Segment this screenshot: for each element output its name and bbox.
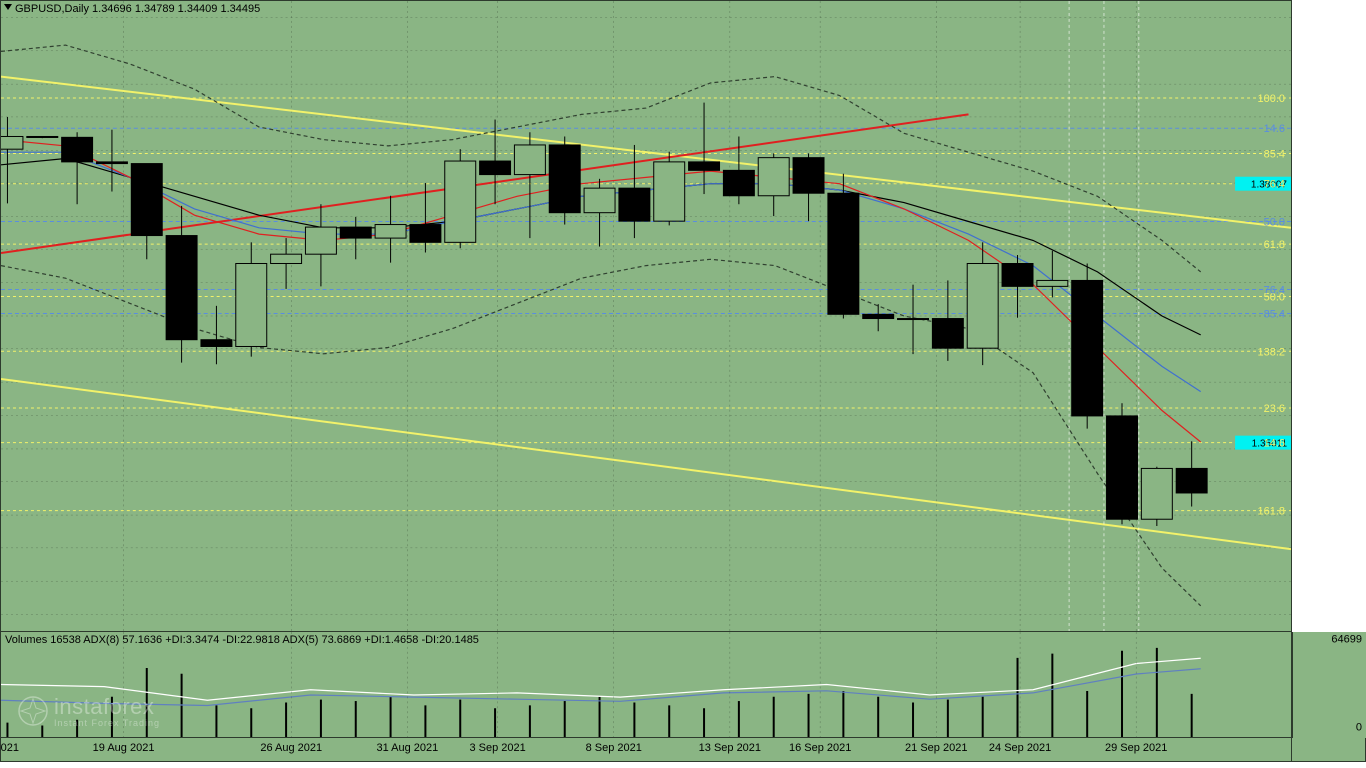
watermark: instaforex Instant Forex Trading <box>18 694 160 728</box>
main-chart-panel[interactable]: 1.380071.35011100.085.476.461.850.0138.2… <box>0 0 1292 632</box>
watermark-logo-icon <box>18 696 48 726</box>
svg-text:14.6: 14.6 <box>1264 123 1285 135</box>
chart-menu-dropdown-icon[interactable] <box>4 4 12 10</box>
date-tick-label: 29 Sep 2021 <box>1105 742 1167 754</box>
svg-text:100.0: 100.0 <box>1258 93 1285 105</box>
date-tick-label: 8 Sep 2021 <box>586 742 642 754</box>
date-tick-label: 3 Sep 2021 <box>470 742 526 754</box>
watermark-subtext: Instant Forex Trading <box>54 718 160 728</box>
date-tick-label: 13 Sep 2021 <box>699 742 761 754</box>
svg-text:61.8: 61.8 <box>1264 239 1285 251</box>
volume-axis: 64699 0 <box>1292 632 1366 738</box>
watermark-text: instaforex <box>54 694 160 720</box>
date-tick-label: 13 Aug 2021 <box>0 742 19 754</box>
axis-corner <box>1292 738 1366 762</box>
date-tick-label: 24 Sep 2021 <box>989 742 1051 754</box>
svg-text:161.8: 161.8 <box>1258 506 1285 518</box>
svg-text:138.2: 138.2 <box>1258 346 1285 358</box>
volume-chart-svg <box>1 632 1291 737</box>
volume-tick-label: 64699 <box>1331 635 1362 646</box>
price-chart-svg: 1.380071.35011100.085.476.461.850.0138.2… <box>1 1 1291 631</box>
svg-text:85.4: 85.4 <box>1264 308 1285 320</box>
svg-text:50.0: 50.0 <box>1264 216 1285 228</box>
volume-title: Volumes 16538 ADX(8) 57.1636 +DI:3.3474 … <box>5 634 479 646</box>
volume-tick-label: 0 <box>1356 723 1362 734</box>
svg-text:76.4: 76.4 <box>1264 285 1285 297</box>
svg-text:23.6: 23.6 <box>1264 403 1285 415</box>
chart-title: GBPUSD,Daily 1.34696 1.34789 1.34409 1.3… <box>15 3 260 15</box>
date-tick-label: 26 Aug 2021 <box>260 742 322 754</box>
volume-panel[interactable]: Volumes 16538 ADX(8) 57.1636 +DI:3.3474 … <box>0 632 1292 738</box>
svg-text:76.4: 76.4 <box>1264 179 1285 191</box>
date-tick-label: 16 Sep 2021 <box>789 742 851 754</box>
date-tick-label: 19 Aug 2021 <box>93 742 155 754</box>
svg-text:85.4: 85.4 <box>1264 148 1285 160</box>
date-tick-label: 31 Aug 2021 <box>376 742 438 754</box>
svg-text:14.6: 14.6 <box>1264 438 1285 450</box>
date-axis: 13 Aug 2021 19 Aug 2021 26 Aug 2021 31 Aug … <box>0 738 1292 762</box>
date-tick-label: 21 Sep 2021 <box>905 742 967 754</box>
